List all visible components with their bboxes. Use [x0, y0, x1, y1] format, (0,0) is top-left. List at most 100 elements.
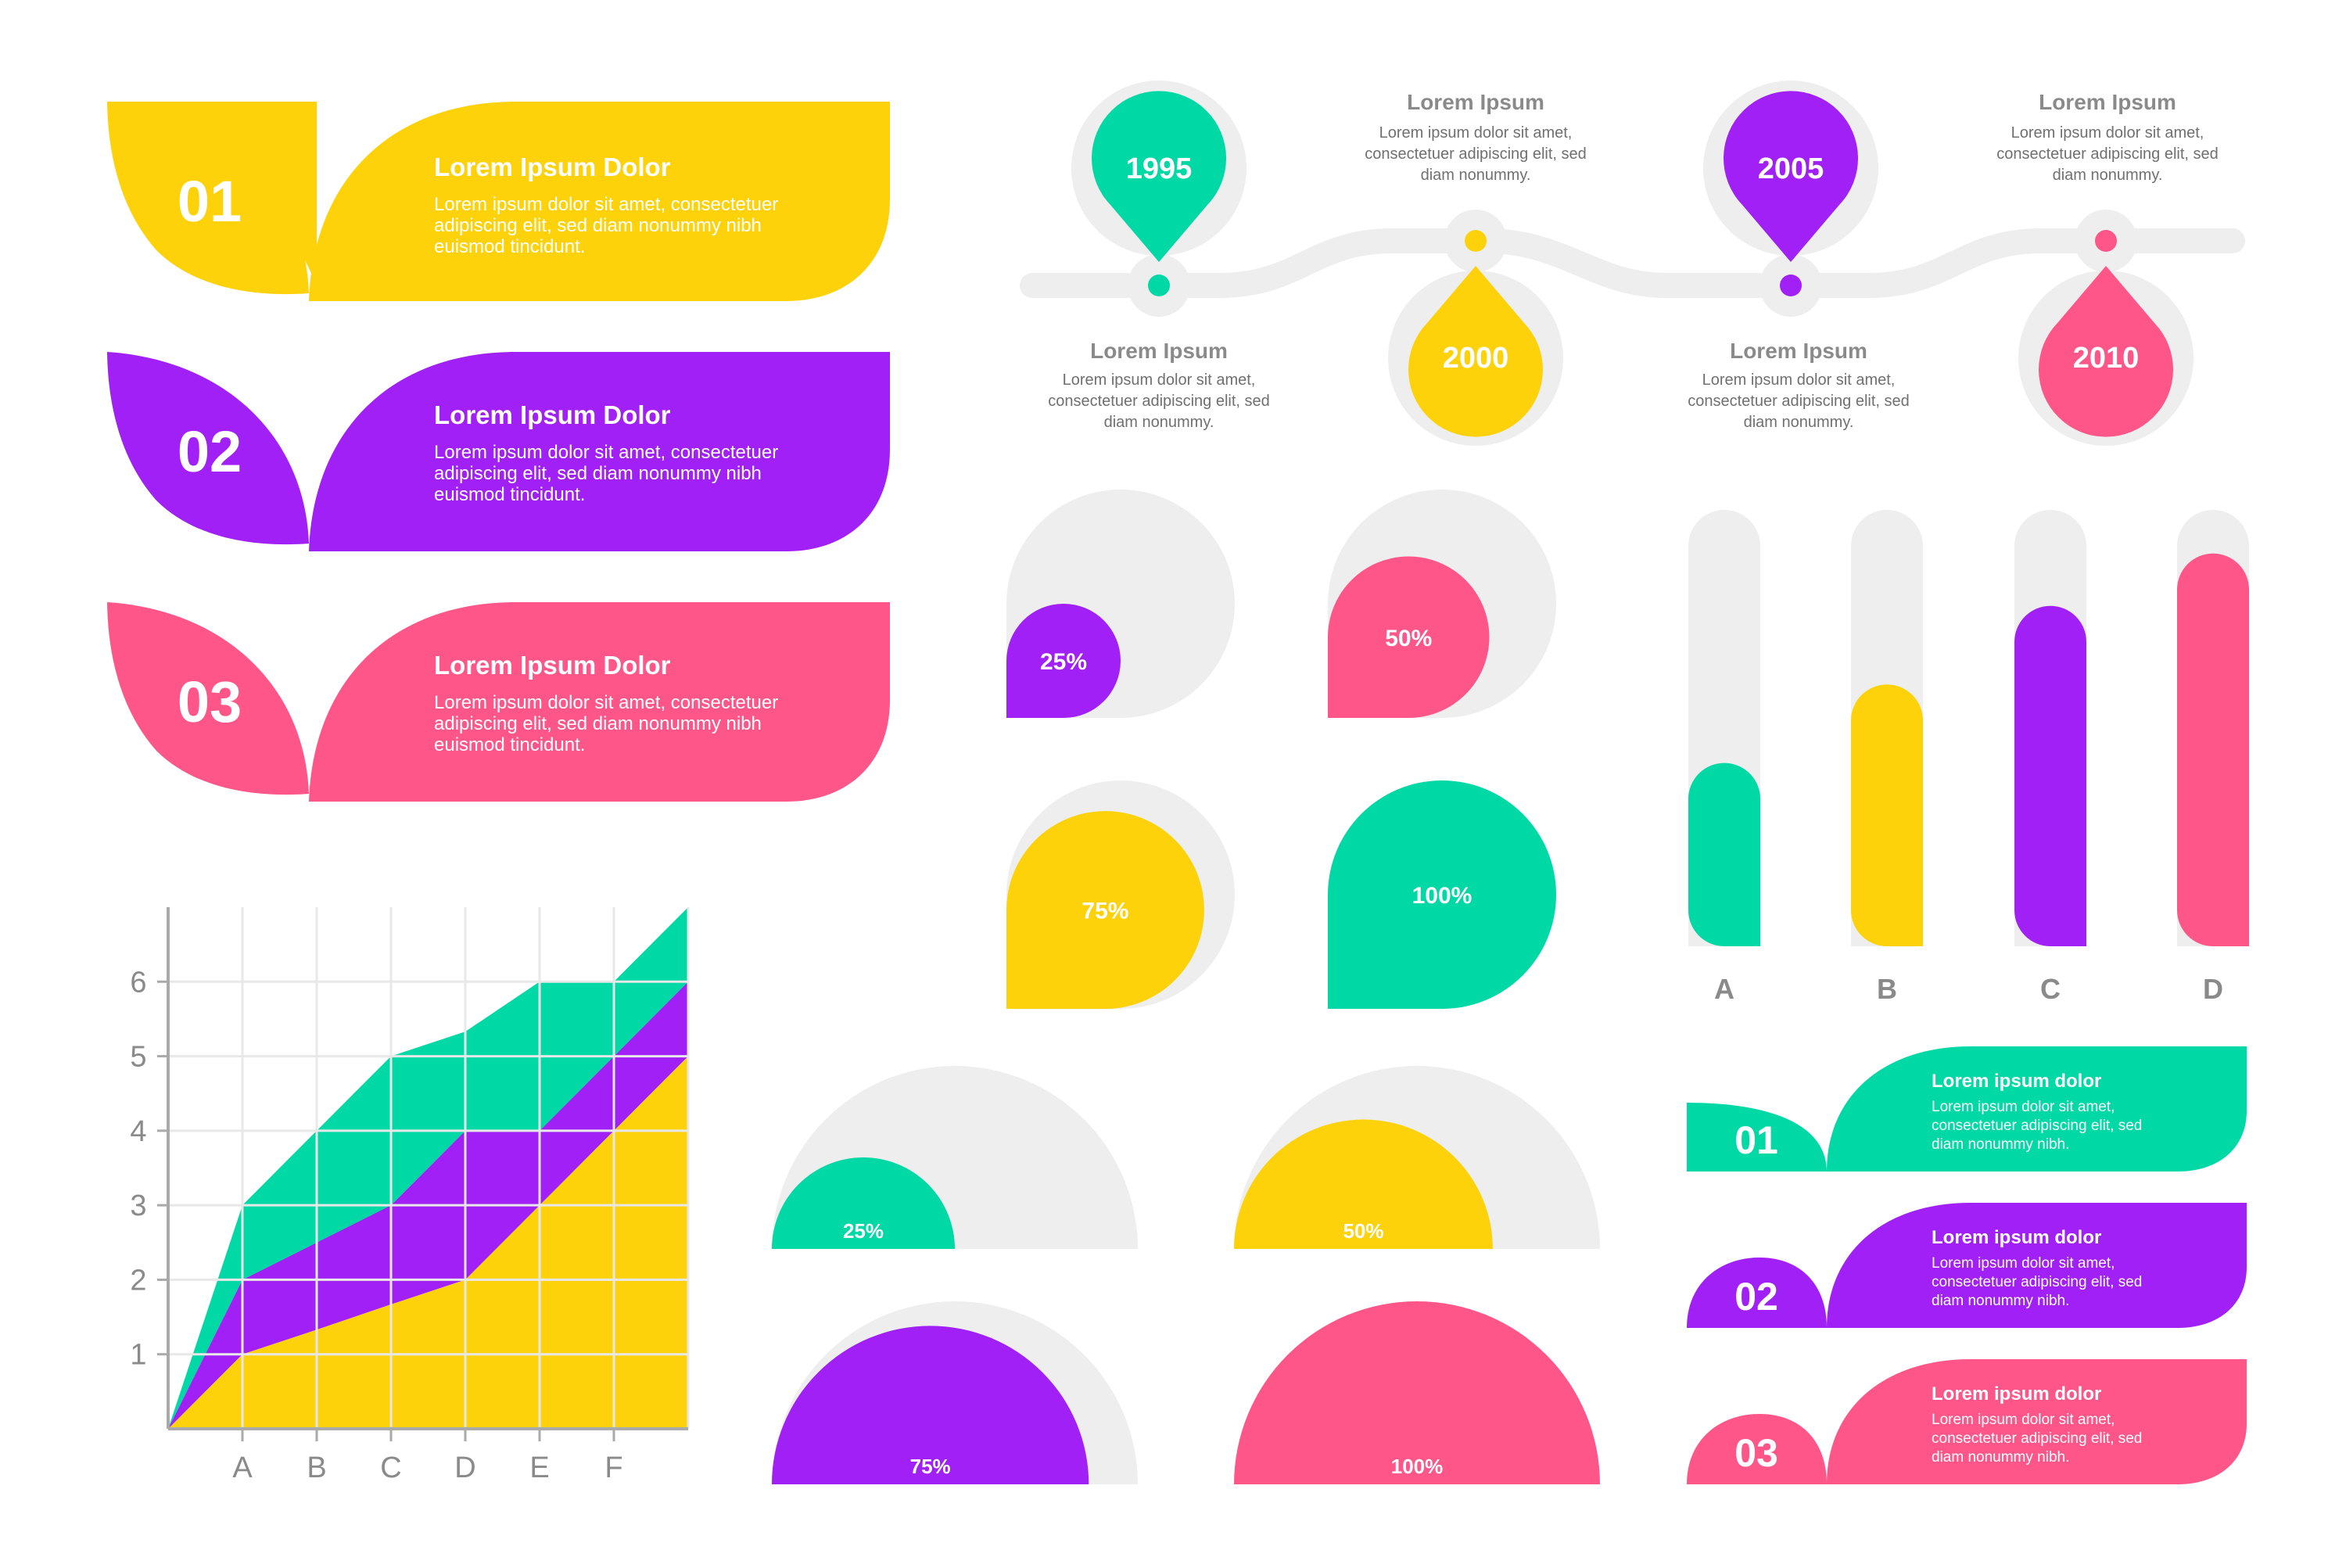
banner-body-line: Lorem ipsum dolor sit amet,	[1932, 1412, 2115, 1428]
pin-drop	[1408, 266, 1543, 437]
banner-body-line: euismod tincidunt.	[434, 734, 585, 755]
banner-body-line: Lorem ipsum dolor sit amet,	[1932, 1099, 2115, 1115]
banner-title: Lorem Ipsum Dolor	[434, 400, 671, 429]
banner-body-line: consectetuer adipiscing elit, sed	[1932, 1430, 2142, 1447]
gauge-label: 100%	[1412, 883, 1473, 909]
timeline-pin: 2005	[1703, 81, 1878, 317]
banner-body-line: euismod tincidunt.	[434, 236, 585, 257]
gauge-label: 75%	[1082, 899, 1128, 924]
timeline-label: Lorem Ipsum	[1407, 90, 1544, 114]
timeline-body-line: diam nonummy.	[2053, 167, 2163, 184]
banner-body-line: diam nonummy nibh.	[1932, 1293, 2069, 1309]
timeline-year: 2010	[2073, 342, 2140, 375]
stacked-area-chart: 1 2 3 4 5 6 A B C D E F	[130, 907, 690, 1484]
leaf-banner-body	[309, 352, 890, 551]
leaf-banner-body	[309, 102, 890, 301]
gauge-label: 25%	[1040, 649, 1087, 675]
timeline-body-line: Lorem ipsum dolor sit amet,	[2011, 124, 2204, 142]
x-tick-label: E	[529, 1451, 549, 1484]
banner-title: Lorem ipsum dolor	[1932, 1071, 2101, 1092]
small-banner-body	[1827, 1359, 2247, 1484]
banner-title: Lorem Ipsum Dolor	[434, 152, 671, 181]
bar-fill-corner	[2213, 910, 2249, 946]
bar-fill-corner	[1887, 910, 1923, 946]
banner-number: 02	[178, 419, 242, 484]
small-banner-body	[1827, 1046, 2247, 1172]
timeline-body-line: Lorem ipsum dolor sit amet,	[1379, 124, 1573, 142]
gauge-fill	[772, 1157, 955, 1249]
gauge-label: 75%	[910, 1455, 951, 1478]
gauge-fill	[1234, 1301, 1600, 1484]
x-tick-label: F	[604, 1451, 622, 1484]
banner-body-line: adipiscing elit, sed diam nonummy nibh	[434, 215, 762, 236]
small-banner: 01 Lorem ipsum dolor Lorem ipsum dolor s…	[1687, 1046, 2247, 1172]
banner-number: 01	[1734, 1118, 1778, 1162]
banner-body-line: adipiscing elit, sed diam nonummy nibh	[434, 463, 762, 484]
gauge-fill	[1234, 1119, 1493, 1249]
banner-number: 01	[178, 169, 242, 234]
pin-drop	[1724, 91, 1858, 262]
timeline-body-line: Lorem ipsum dolor sit amet,	[1702, 371, 1896, 389]
gauge-fill	[1328, 780, 1556, 1009]
leaf-banner: 03 Lorem Ipsum Dolor Lorem ipsum dolor s…	[107, 602, 890, 802]
small-banner-cap	[1687, 1103, 1827, 1172]
timeline-body-line: diam nonummy.	[1421, 167, 1531, 184]
gauge-label: 50%	[1385, 626, 1432, 651]
timeline-label: Lorem Ipsum	[1730, 339, 1867, 363]
gauge-fill	[1006, 604, 1121, 718]
timeline-body-line: consectetuer adipiscing elit, sed	[1365, 145, 1587, 163]
gauge-fill	[1006, 811, 1204, 1009]
small-banner-body	[1827, 1203, 2247, 1328]
banner-body-line: consectetuer adipiscing elit, sed	[1932, 1118, 2142, 1134]
bar-label: C	[2040, 973, 2061, 1005]
gauge-fill	[1328, 556, 1490, 718]
leaf-banner-petal	[107, 602, 309, 795]
quarter-gauge-set: 25% 50% 75% 100%	[1006, 490, 1556, 1009]
timeline-body-line: consectetuer adipiscing elit, sed	[1688, 393, 1910, 410]
y-tick-label: 6	[130, 966, 146, 999]
small-banner: 02 Lorem ipsum dolor Lorem ipsum dolor s…	[1687, 1203, 2247, 1328]
bar-fill	[1688, 762, 1760, 946]
pin-dot	[1465, 230, 1487, 252]
bar-label: B	[1877, 973, 1897, 1005]
leaf-banner: 01 Lorem Ipsum Dolor Lorem ipsum dolor s…	[107, 102, 890, 301]
timeline-label: Lorem Ipsum	[1090, 339, 1228, 363]
banner-title: Lorem Ipsum Dolor	[434, 651, 671, 680]
x-tick-label: B	[307, 1451, 326, 1484]
banner-number: 02	[1734, 1275, 1778, 1319]
timeline-body-line: diam nonummy.	[1104, 414, 1214, 431]
bar-fill-corner	[2050, 910, 2086, 946]
y-tick-label: 5	[130, 1041, 146, 1074]
banner-body-line: diam nonummy nibh.	[1932, 1449, 2069, 1466]
timeline: 1995 2000 2005 2010 Lorem Ipsum Lo	[1020, 81, 2245, 446]
bar-fill	[2014, 605, 2086, 946]
half-gauge-set: 25% 50% 75% 100%	[772, 1066, 1600, 1484]
gauge-fill	[772, 1326, 1089, 1484]
timeline-track	[1020, 228, 2245, 298]
banner-body-line: adipiscing elit, sed diam nonummy nibh	[434, 713, 762, 734]
banner-body-line: euismod tincidunt.	[434, 484, 585, 505]
x-tick-label: D	[454, 1451, 475, 1484]
banner-body-line: Lorem ipsum dolor sit amet, consectetuer	[434, 194, 778, 215]
timeline-body-line: diam nonummy.	[1744, 414, 1854, 431]
bar-label: A	[1714, 973, 1734, 1005]
banner-body-line: Lorem ipsum dolor sit amet, consectetuer	[434, 442, 778, 463]
banner-body-line: Lorem ipsum dolor sit amet, consectetuer	[434, 692, 778, 713]
banner-body-line: consectetuer adipiscing elit, sed	[1932, 1274, 2142, 1290]
banner-body-line: Lorem ipsum dolor sit amet,	[1932, 1255, 2115, 1272]
timeline-year: 2005	[1758, 152, 1824, 185]
timeline-year: 2000	[1443, 342, 1509, 375]
gauge-label: 25%	[843, 1219, 884, 1243]
pin-dot	[1148, 274, 1170, 296]
timeline-pin: 2000	[1388, 210, 1563, 446]
x-tick-label: A	[232, 1451, 253, 1484]
small-banner-cap	[1687, 1414, 1827, 1484]
x-tick-label: C	[380, 1451, 401, 1484]
timeline-pin: 1995	[1071, 81, 1247, 317]
banner-title: Lorem ipsum dolor	[1932, 1227, 2101, 1248]
vertical-bar-chart: A B C D	[1688, 510, 2249, 1005]
y-tick-label: 1	[130, 1339, 146, 1372]
bar-fill-corner	[1724, 910, 1760, 946]
